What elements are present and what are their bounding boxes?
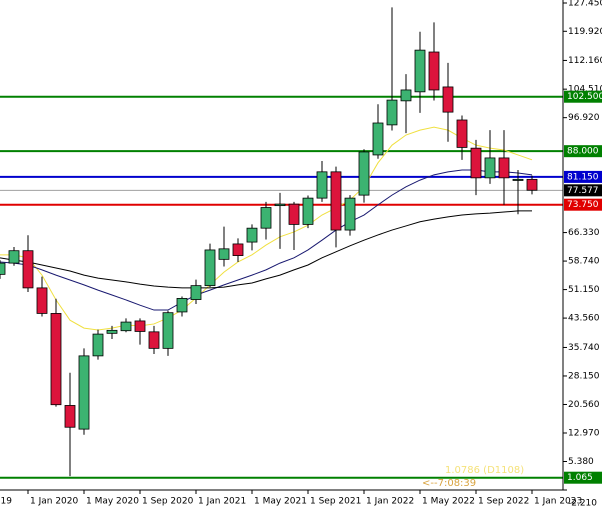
x-tick-label: 1 Sep 2021: [310, 497, 361, 507]
x-tick-label: 1 Jan 2023: [534, 497, 582, 507]
y-tick-label: 96.920: [568, 113, 600, 123]
level-label: 102.500: [567, 92, 602, 102]
candle-body: [78, 355, 90, 430]
moving-average: [0, 169, 533, 311]
candle-body: [120, 321, 132, 332]
candle-body: [414, 49, 426, 93]
y-tick-label: -2.210: [568, 499, 597, 509]
candle-body: [498, 157, 510, 179]
y-tick-label: 43.560: [568, 314, 600, 324]
candle-body: [470, 147, 482, 179]
candle-body: [8, 250, 20, 264]
x-tick-label: 1 May 2020: [86, 497, 139, 507]
y-tick-label: 12.970: [568, 428, 600, 438]
y-tick-label: 104.510: [568, 85, 602, 95]
candle-body: [204, 249, 216, 287]
level-label-box: [564, 471, 602, 484]
candle-body: [36, 287, 48, 314]
level-label: 1.065: [567, 473, 593, 483]
candle-body: [428, 51, 440, 91]
x-tick-label: 1 Jan 2021: [198, 497, 246, 507]
candle-body: [260, 207, 272, 229]
candle-body: [456, 119, 468, 148]
candle-body: [372, 122, 384, 156]
candle-body: [288, 203, 300, 225]
candle-body: [274, 203, 286, 207]
x-tick-label: 1 May 2021: [254, 497, 307, 507]
x-tick-label: 1 May 2022: [422, 497, 475, 507]
candle-body: [50, 313, 62, 406]
candle-body: [176, 298, 188, 313]
candle-body: [22, 250, 34, 289]
level-label: 88.000: [567, 147, 599, 157]
annotation: 1.0786 (D1108): [445, 465, 524, 476]
level-label: 73.750: [567, 200, 599, 210]
y-tick-label: 51.150: [568, 285, 600, 295]
candle-body: [218, 248, 230, 260]
candle-body: [358, 151, 370, 196]
x-tick-label: 1 Jan 2022: [366, 497, 414, 507]
y-tick-label: 127.450: [568, 0, 602, 9]
level-label-box: [564, 145, 602, 158]
y-tick-label: 112.160: [568, 56, 602, 66]
annotation: <--7:08:39: [422, 478, 476, 489]
candle-body: [316, 171, 328, 199]
moving-average: [0, 126, 533, 331]
candle-body: [246, 227, 258, 243]
x-tick-label: 1 Sep 2020: [142, 497, 194, 507]
candle-body: [64, 405, 76, 428]
candle-body: [162, 312, 174, 349]
candle-body: [344, 197, 356, 231]
candle-body: [386, 99, 398, 126]
level-label: 81.150: [567, 172, 599, 182]
y-tick-label: 20.560: [568, 400, 600, 410]
x-tick-label: 1 Jan 2020: [30, 497, 78, 507]
moving-average: [0, 210, 532, 289]
candle-body: [330, 171, 342, 231]
candle-body: [106, 329, 118, 334]
candle-body: [232, 243, 244, 256]
candle-body: [400, 89, 412, 102]
candle-body: [134, 320, 146, 332]
y-tick-label: 66.330: [568, 228, 600, 238]
y-tick-label: 58.740: [568, 257, 600, 267]
candle-body: [442, 86, 454, 113]
level-label-box: [564, 90, 602, 103]
y-tick-label: 119.920: [568, 27, 602, 37]
candle-body: [190, 285, 202, 300]
candle-body: [512, 178, 524, 181]
y-tick-label: 28.150: [568, 371, 600, 381]
candle-body: [148, 331, 160, 349]
level-label: 77.577: [567, 186, 599, 196]
candle-body: [484, 157, 496, 179]
candle-body: [526, 178, 538, 191]
candle-body: [92, 333, 104, 357]
y-tick-label: 35.740: [568, 343, 600, 353]
x-tick-label: 1 Sep 2022: [478, 497, 529, 507]
level-label-box: [564, 198, 602, 211]
x-tick-label: 019: [0, 497, 12, 507]
candle-body: [0, 262, 6, 275]
level-label-box: [564, 184, 602, 197]
level-label-box: [564, 170, 602, 183]
y-tick-label: 5.380: [568, 457, 594, 467]
candle-body: [302, 197, 314, 225]
